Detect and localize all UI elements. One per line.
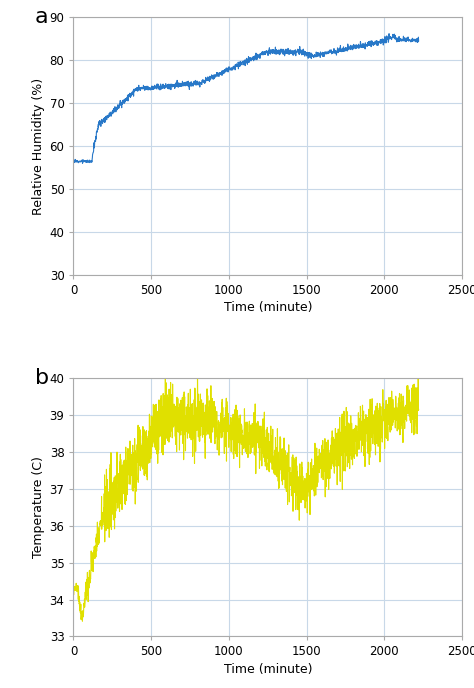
Y-axis label: Relative Humidity (%): Relative Humidity (%)	[32, 78, 46, 215]
Y-axis label: Temperature (C): Temperature (C)	[32, 456, 46, 559]
Text: a: a	[35, 7, 48, 27]
Text: b: b	[35, 368, 49, 388]
X-axis label: Time (minute): Time (minute)	[224, 301, 312, 314]
X-axis label: Time (minute): Time (minute)	[224, 663, 312, 676]
